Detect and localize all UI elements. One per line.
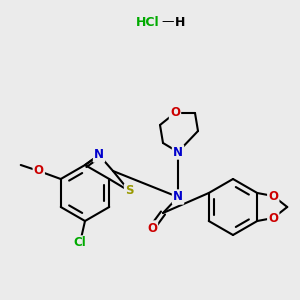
Text: O: O xyxy=(34,164,44,178)
Text: Cl: Cl xyxy=(74,236,86,250)
Text: O: O xyxy=(268,190,278,202)
Text: O: O xyxy=(147,221,157,235)
Text: S: S xyxy=(125,184,134,197)
Text: H: H xyxy=(175,16,185,28)
Text: HCl: HCl xyxy=(136,16,160,28)
Text: O: O xyxy=(268,212,278,224)
Text: N: N xyxy=(173,146,183,158)
Text: O: O xyxy=(170,106,180,119)
Text: —: — xyxy=(162,16,174,28)
Text: N: N xyxy=(173,190,183,203)
Text: N: N xyxy=(94,148,104,161)
